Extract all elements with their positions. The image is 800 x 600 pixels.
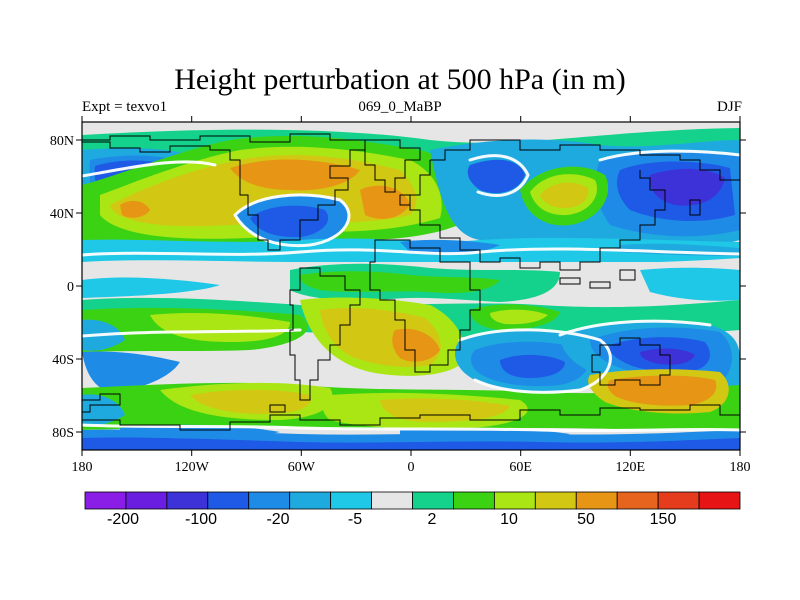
colorbar-box [698,491,741,510]
x-tick-label: 180 [72,460,93,475]
x-tick-label: 60W [288,460,316,475]
colorbar-box [493,491,536,510]
season-label: DJF [716,99,742,115]
colorbar-label: 10 [500,511,518,528]
colorbar-box [371,491,413,510]
colorbar-box [575,491,618,510]
colorbar-box [125,491,168,510]
colorbar [84,491,741,510]
colorbar-box [289,491,332,510]
period-label: 069_0_MaBP [358,99,442,115]
colorbar-box [616,491,659,510]
colorbar-label: -200 [107,511,139,528]
colorbar-label: 150 [650,511,677,528]
colorbar-label: 2 [428,511,437,528]
colorbar-label: -5 [348,511,362,528]
x-tick-label: 120E [616,460,646,475]
x-tick-label: 0 [408,460,415,475]
y-tick-label: 40N [50,207,74,222]
colorbar-box [657,491,700,510]
colorbar-label: 50 [577,511,595,528]
colorbar-box [330,491,372,510]
colorbar-box [248,491,291,510]
colorbar-box [84,491,127,510]
colorbar-box [534,491,577,510]
plot-title: Height perturbation at 500 hPa (in m) [174,63,626,96]
colorbar-label: -20 [266,511,289,528]
colorbar-box [166,491,209,510]
contour-field [82,122,740,450]
x-tick-label: 60E [509,460,532,475]
colorbar-labels: -200 -100 -20 -5 2 10 50 150 [107,511,676,528]
colorbar-box [207,491,250,510]
coastlines [82,133,740,431]
x-tick-label: 180 [730,460,751,475]
y-tick-label: 40S [52,353,74,368]
y-tick-label: 80N [50,134,74,149]
y-tick-label: 80S [52,426,74,441]
colorbar-label: -100 [185,511,217,528]
colorbar-box [412,491,454,510]
colorbar-box [453,491,495,510]
y-tick-label: 0 [67,280,74,295]
experiment-label: Expt = texvo1 [82,99,168,115]
x-tick-label: 120W [175,460,210,475]
